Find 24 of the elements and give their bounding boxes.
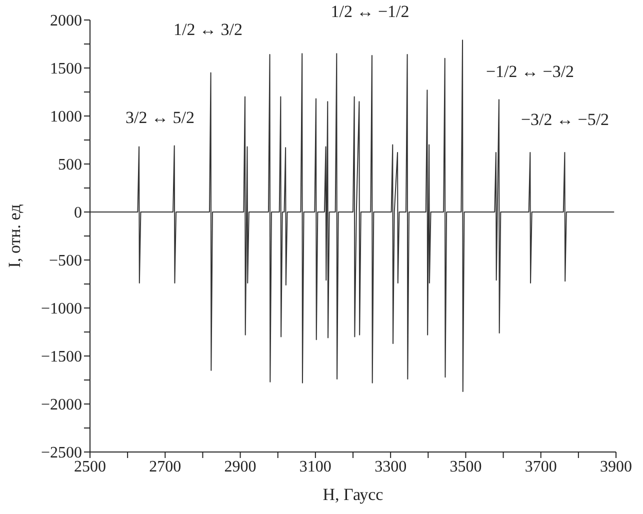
x-tick-label: 3100 (299, 458, 332, 476)
x-axis-title: H, Гаусс (322, 485, 384, 504)
x-tick-label: 3300 (374, 458, 407, 476)
x-tick-label: 3500 (450, 458, 482, 476)
y-tick-label: −500 (48, 252, 82, 270)
y-tick-label: 1500 (50, 60, 82, 78)
x-tick-label: 3900 (600, 458, 632, 476)
y-tick-label: 2000 (50, 12, 82, 30)
y-tick-label: −1500 (40, 348, 82, 366)
annotation: 1/2 ↔ −1/2 (330, 2, 410, 22)
y-tick-label: −2000 (40, 396, 82, 414)
annotation: 1/2 ↔ 3/2 (172, 20, 244, 40)
y-axis-title: I, отн. ед (5, 204, 24, 268)
x-tick-label: 2700 (149, 458, 182, 476)
line-series (90, 40, 615, 392)
x-tick-label: 3700 (524, 458, 557, 476)
annotation: 3/2 ↔ 5/2 (124, 108, 196, 128)
x-tick-label: 2900 (224, 458, 256, 476)
y-tick-label: −1000 (40, 300, 82, 318)
annotation: −3/2 ↔ −5/2 (520, 110, 610, 130)
y-tick-label: 0 (74, 204, 82, 222)
y-tick-label: 500 (58, 156, 82, 174)
y-tick-label: 1000 (50, 108, 82, 126)
annotation: −1/2 ↔ −3/2 (484, 62, 576, 82)
